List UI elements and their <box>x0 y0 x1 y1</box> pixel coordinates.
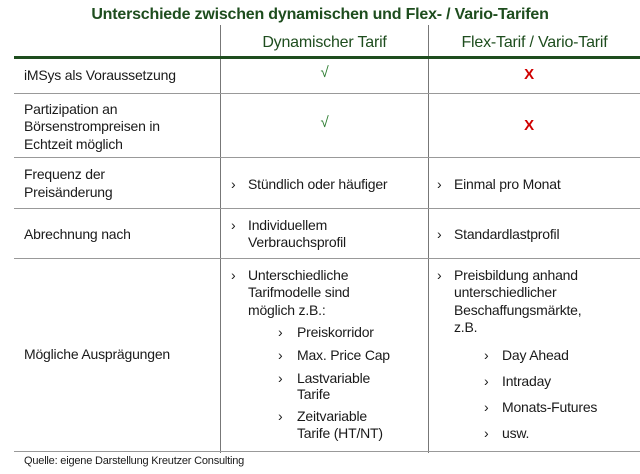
sub-item: Day Ahead <box>502 347 569 363</box>
cell-text: Unterschiedliche <box>248 267 349 283</box>
row-label: Preisänderung <box>24 184 113 200</box>
cell-text: Beschaffungsmärkte, <box>454 302 582 318</box>
bullet-icon: › <box>484 373 489 389</box>
check-icon: √ <box>320 64 329 81</box>
bullet-icon: › <box>484 399 489 415</box>
cell-text: Verbrauchsprofil <box>248 234 346 250</box>
bullet-icon: › <box>437 226 442 242</box>
sub-item: Lastvariable <box>297 370 371 386</box>
row-divider <box>14 208 640 209</box>
bullet-icon: › <box>231 176 236 192</box>
sub-item: Tarife <box>297 386 331 402</box>
row-divider <box>14 157 640 158</box>
cell-text: Preisbildung anhand <box>454 267 578 283</box>
row-label: Börsenstrompreisen in <box>24 118 160 134</box>
row-divider <box>14 258 640 259</box>
bullet-icon: › <box>231 217 236 233</box>
row-divider <box>14 93 640 94</box>
row-label: Mögliche Ausprägungen <box>24 346 171 362</box>
sub-item: Tarife (HT/NT) <box>297 425 383 441</box>
cross-icon: X <box>524 117 534 134</box>
sub-item: usw. <box>502 425 530 441</box>
bullet-icon: › <box>484 347 489 363</box>
source-note: Quelle: eigene Darstellung Kreutzer Cons… <box>24 455 245 467</box>
bullet-icon: › <box>278 324 283 340</box>
row-label: Frequenz der <box>24 166 105 182</box>
bullet-icon: › <box>231 267 236 283</box>
table-title: Unterschiede zwischen dynamischen und Fl… <box>91 6 549 23</box>
cell-text: Tarifmodelle sind <box>248 284 350 300</box>
cell-text: unterschiedlicher <box>454 284 557 300</box>
row-label: iMSys als Voraussetzung <box>24 67 176 83</box>
bullet-icon: › <box>278 370 283 386</box>
column-divider <box>220 25 221 453</box>
row-divider <box>14 451 640 452</box>
column-divider <box>428 25 429 453</box>
bullet-icon: › <box>484 425 489 441</box>
cell-text: Individuellem <box>248 217 328 233</box>
cell-text: Standardlastprofil <box>454 226 560 242</box>
check-icon: √ <box>320 114 329 131</box>
cross-icon: X <box>524 66 534 83</box>
cell-text: möglich z.B.: <box>248 302 326 318</box>
row-label: Partizipation an <box>24 101 118 117</box>
cell-text: Stündlich oder häufiger <box>248 176 388 192</box>
header-flex: Flex-Tarif / Vario-Tarif <box>461 34 608 51</box>
cell-text: Einmal pro Monat <box>454 176 561 192</box>
bullet-icon: › <box>437 267 442 283</box>
header-rule <box>14 56 640 59</box>
sub-item: Preiskorridor <box>297 324 374 340</box>
sub-item: Max. Price Cap <box>297 347 390 363</box>
bullet-icon: › <box>278 408 283 424</box>
header-dynamic: Dynamischer Tarif <box>262 34 387 51</box>
cell-text: z.B. <box>454 319 478 335</box>
sub-item: Zeitvariable <box>297 408 367 424</box>
bullet-icon: › <box>437 176 442 192</box>
row-label: Abrechnung nach <box>24 226 131 242</box>
bullet-icon: › <box>278 347 283 363</box>
sub-item: Monats-Futures <box>502 399 598 415</box>
row-label: Echtzeit möglich <box>24 136 123 152</box>
sub-item: Intraday <box>502 373 551 389</box>
